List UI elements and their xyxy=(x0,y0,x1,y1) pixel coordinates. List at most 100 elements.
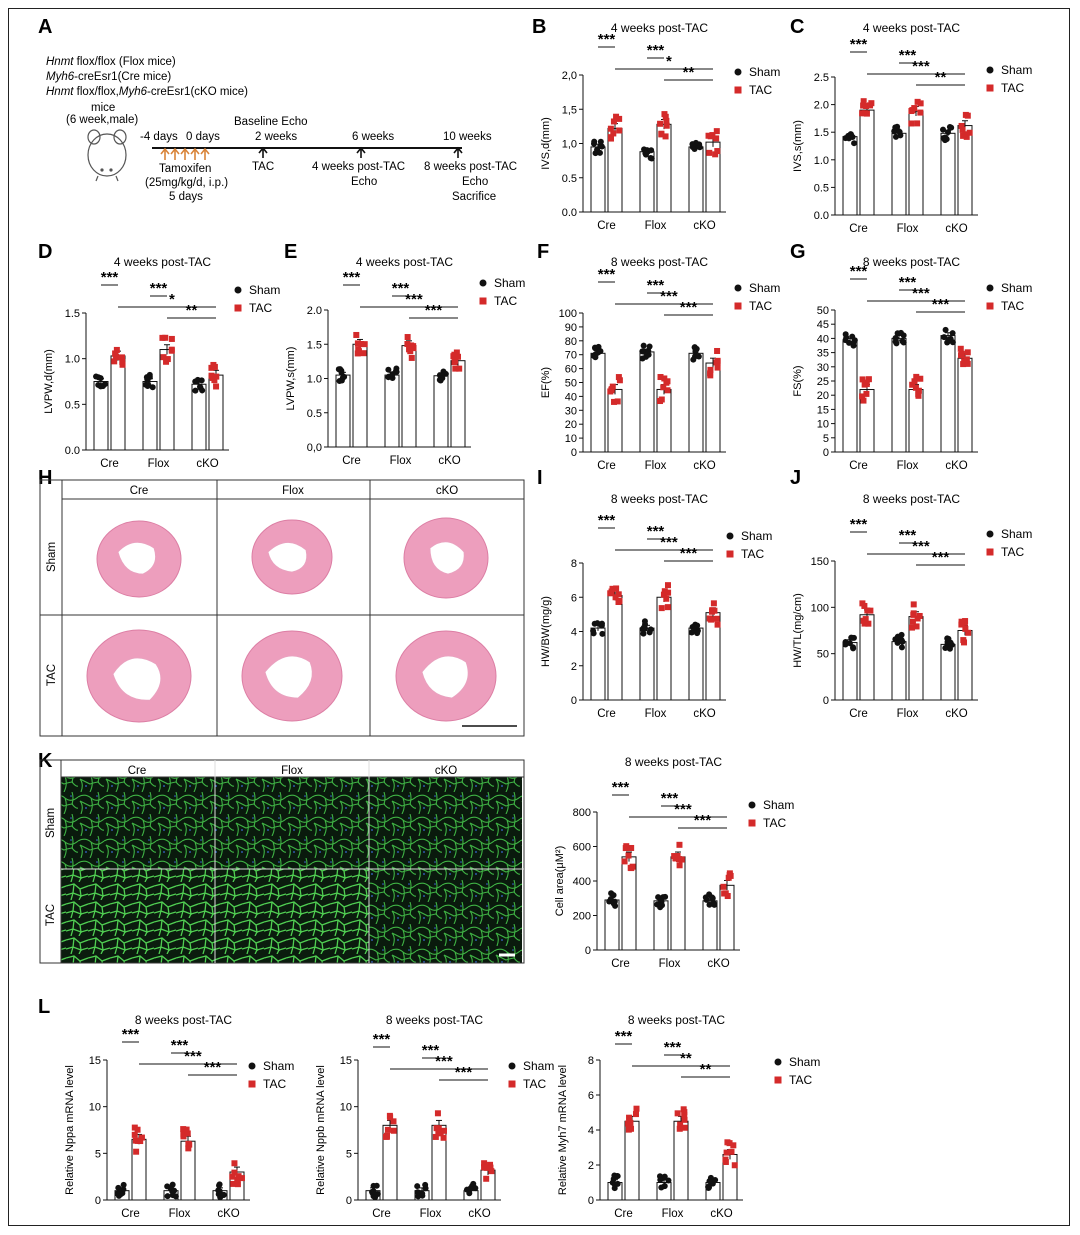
chart-l3-point-tac xyxy=(625,1120,632,1127)
chart-i-sig-label: *** xyxy=(647,523,665,540)
chart-l1-ytick-label: 0 xyxy=(95,1195,101,1207)
chart-l2-point-tac xyxy=(384,1126,391,1133)
chart-l1-legend-sham-label: Sham xyxy=(263,1059,294,1073)
chart-e-bar xyxy=(433,375,449,448)
chart-c-point-tac xyxy=(863,110,870,117)
chart-d-legend-sham-marker xyxy=(234,286,242,294)
chart-d-point-sham xyxy=(199,387,206,394)
chart-i: 8 weeks post-TAC 0 2 4 6 8 HW/BW(mg/g) Cre Flox c… xyxy=(540,492,772,720)
panel-letters: A B C D E F G H I J K L xyxy=(38,16,806,1018)
panel-letter-e: E xyxy=(284,241,297,263)
chart-l1-point-tac xyxy=(138,1134,145,1141)
chart-f-ylabel: EF(%) xyxy=(540,367,552,398)
chart-g-point-sham xyxy=(900,339,907,346)
chart-l2-point-tac xyxy=(488,1168,495,1175)
chart-g-point-tac xyxy=(863,390,870,397)
chart-c-sig-label: *** xyxy=(850,36,868,53)
chart-i-point-tac xyxy=(664,604,671,611)
chart-l2-sig-label: *** xyxy=(373,1031,391,1048)
chart-l2-point-tac xyxy=(487,1161,494,1168)
chart-l3-point-tac xyxy=(632,1111,639,1118)
chart-c: 4 weeks post-TAC 0.0 0.5 1.0 1.5 2.0 2.5 IVS,s(… xyxy=(792,21,1032,235)
chart-b-legend-tac-marker xyxy=(734,86,742,94)
chart-g-point-tac xyxy=(957,345,964,352)
chart-i-point-sham xyxy=(590,627,597,634)
chart-b-point-sham xyxy=(591,140,598,147)
chart-g-point-sham xyxy=(945,336,952,343)
chart-e-point-tac xyxy=(404,334,411,341)
chart-g: 8 weeks post-TAC 0 5 10 15 20 25 30 35 40 45 50 FS(%… xyxy=(792,255,1032,472)
chart-b-point-tac xyxy=(616,115,623,122)
he-col-flox: Flox xyxy=(282,485,304,497)
chart-e-xtick-label: Flox xyxy=(390,455,412,467)
chart-l3-point-tac xyxy=(730,1142,737,1149)
chart-l2-point-sham xyxy=(419,1190,426,1197)
chart-l2-ytick-label: 10 xyxy=(340,1102,352,1114)
chart-j-ytick-label: 50 xyxy=(817,649,829,661)
chart-i-ylabel: HW/BW(mg/g) xyxy=(540,596,552,667)
chart-l1-ytick-label: 10 xyxy=(89,1102,101,1114)
chart-d-xtick-label: Cre xyxy=(100,458,119,470)
post-8-weeks-label: 8 weeks post-TAC xyxy=(424,161,517,173)
chart-e-point-sham xyxy=(436,376,443,383)
chart-f-point-tac xyxy=(714,359,721,366)
chart-l1-point-sham xyxy=(114,1190,121,1197)
chart-d-xtick-label: cKO xyxy=(196,458,218,470)
chart-b-legend-tac-label: TAC xyxy=(749,83,772,97)
chart-j-point-sham xyxy=(946,645,953,652)
chart-f-sig-label: *** xyxy=(647,277,665,294)
chart-e-point-tac xyxy=(360,350,367,357)
chart-e-point-tac xyxy=(408,342,415,349)
chart-g-point-tac xyxy=(911,378,918,385)
chart-f-point-tac xyxy=(660,384,667,391)
chart-g-sig-label: *** xyxy=(912,285,930,302)
chart-f-ytick-label: 70 xyxy=(565,350,577,362)
chart-b-ytick-label: 1,5 xyxy=(562,104,577,116)
chart-i-point-tac xyxy=(714,621,721,628)
chart-j-xtick-label: cKO xyxy=(945,708,967,720)
chart-k-xtick-label: Flox xyxy=(659,958,681,970)
chart-g-ylabel: FS(%) xyxy=(792,365,804,396)
chart-l3-legend-tac-marker xyxy=(774,1076,782,1084)
chart-j-point-sham xyxy=(899,638,906,645)
chart-b-legend-sham-marker xyxy=(734,68,742,76)
chart-k-point-sham xyxy=(662,893,669,900)
chart-f-ytick-label: 90 xyxy=(565,322,577,334)
chart-j-point-sham xyxy=(842,641,849,648)
charts-layer: 4 weeks post-TAC 0.0 0.5 1,0 1,5 2,0 IVS,d(mm)… xyxy=(43,21,1032,1220)
chart-l3-ytick-label: 8 xyxy=(588,1055,594,1067)
chart-b-xtick-label: Flox xyxy=(645,220,667,232)
chart-l3-point-sham xyxy=(611,1172,618,1179)
chart-l2-point-sham xyxy=(472,1185,479,1192)
chart-c-point-tac xyxy=(960,132,967,139)
chart-i-point-tac xyxy=(709,607,716,614)
chart-c-point-tac xyxy=(914,120,921,127)
chart-g-point-sham xyxy=(893,340,900,347)
mice-label: mice xyxy=(91,102,115,114)
chart-f-point-tac xyxy=(658,396,665,403)
chart-d-xtick-label: Flox xyxy=(148,458,170,470)
chart-e-bar xyxy=(335,374,351,448)
chart-l2: 8 weeks post-TAC 0 5 10 15 Relative Nppb mRNA… xyxy=(315,1013,554,1220)
chart-g-point-tac xyxy=(964,349,971,356)
chart-d-legend-sham-label: Sham xyxy=(249,283,280,297)
chart-b-point-tac xyxy=(616,127,623,134)
chart-g-ytick-label: 15 xyxy=(817,404,829,416)
chart-i-title: 8 weeks post-TAC xyxy=(611,492,708,506)
chart-g-sig-label: *** xyxy=(899,274,917,291)
chart-l3-sig-label: *** xyxy=(664,1039,682,1056)
chart-b-point-tac xyxy=(610,118,617,125)
day-0-label: 0 days xyxy=(186,131,220,143)
chart-j-xtick-label: Flox xyxy=(897,708,919,720)
chart-b-point-tac xyxy=(663,117,670,124)
chart-l1-xtick-label: Flox xyxy=(169,1208,191,1220)
chart-f-legend-sham-marker xyxy=(734,284,742,292)
chart-c-point-tac xyxy=(958,122,965,129)
chart-j-point-tac xyxy=(965,629,972,636)
chart-k-point-tac xyxy=(625,852,632,859)
chart-e-point-sham xyxy=(336,378,343,385)
chart-g-legend-tac-label: TAC xyxy=(1001,299,1024,313)
chart-f-point-tac xyxy=(707,366,714,373)
chart-l2-sig-label: *** xyxy=(455,1064,473,1081)
